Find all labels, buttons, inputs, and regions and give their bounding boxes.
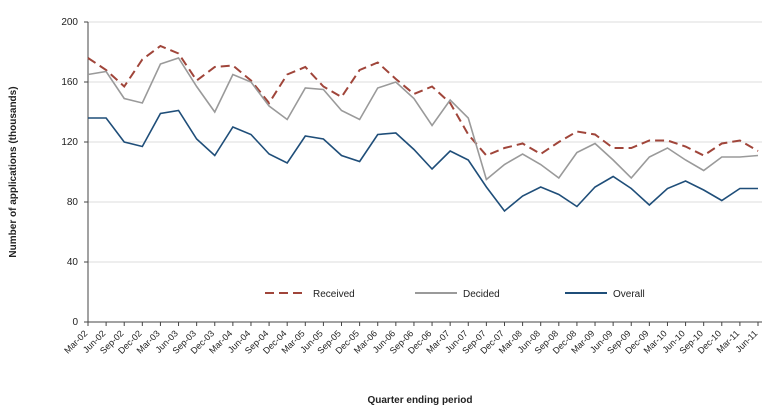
y-tick-label: 40 (67, 257, 79, 268)
series-line (87, 44, 759, 157)
series-line (87, 57, 759, 181)
y-tick-label: 120 (61, 137, 78, 148)
y-axis-title: Number of applications (thousands) (8, 86, 19, 257)
y-tick-label: 200 (61, 17, 78, 28)
legend-label: Overall (613, 289, 645, 300)
y-tick-label: 160 (61, 77, 78, 88)
y-tick-label: 80 (67, 197, 79, 208)
x-axis-title: Quarter ending period (367, 395, 472, 406)
legend-label: Decided (463, 289, 500, 300)
y-tick-label: 0 (72, 317, 78, 328)
series-line (88, 109, 758, 213)
legend-label: Received (313, 289, 355, 300)
